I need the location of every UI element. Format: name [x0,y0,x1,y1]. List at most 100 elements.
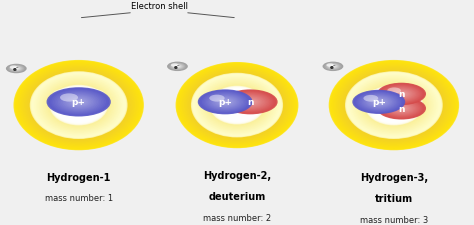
Circle shape [221,101,229,104]
Ellipse shape [34,75,124,137]
Ellipse shape [339,68,448,143]
Circle shape [378,84,425,105]
Ellipse shape [341,69,447,142]
Text: Hydrogen-2,: Hydrogen-2, [203,170,271,180]
Circle shape [359,93,399,111]
Circle shape [230,93,271,112]
Circle shape [207,94,243,110]
Ellipse shape [208,85,266,126]
Ellipse shape [356,79,432,132]
Ellipse shape [49,86,108,126]
Circle shape [202,92,248,113]
Ellipse shape [210,86,264,125]
Ellipse shape [186,70,288,141]
Ellipse shape [26,69,132,142]
Circle shape [77,102,80,103]
Ellipse shape [48,85,109,126]
Ellipse shape [375,93,413,119]
Ellipse shape [344,71,444,140]
Ellipse shape [181,66,293,145]
Ellipse shape [220,94,254,117]
Ellipse shape [59,92,98,119]
Circle shape [9,66,17,70]
Circle shape [397,107,406,111]
Ellipse shape [380,96,408,115]
Ellipse shape [65,97,92,115]
Ellipse shape [368,88,420,124]
Ellipse shape [350,75,438,136]
Ellipse shape [28,71,129,140]
Circle shape [171,64,184,70]
Ellipse shape [185,70,289,142]
Ellipse shape [360,82,428,129]
Ellipse shape [15,62,142,149]
Circle shape [51,90,106,115]
Ellipse shape [343,70,445,141]
Ellipse shape [392,104,396,107]
Circle shape [242,99,258,106]
Text: p+: p+ [218,98,232,107]
Circle shape [210,95,225,102]
Circle shape [398,93,405,96]
Ellipse shape [222,95,252,116]
Ellipse shape [77,104,80,107]
Ellipse shape [13,61,144,151]
Text: Hydrogen-1: Hydrogen-1 [46,172,111,182]
Text: p+: p+ [72,98,86,107]
Circle shape [368,98,389,107]
Ellipse shape [229,100,245,111]
Ellipse shape [48,84,109,127]
Circle shape [354,91,404,114]
Circle shape [55,92,103,113]
Ellipse shape [35,75,123,136]
Text: n: n [247,98,254,107]
Circle shape [213,97,237,108]
Circle shape [400,108,403,109]
Ellipse shape [392,104,395,107]
Ellipse shape [16,62,141,149]
Circle shape [199,91,251,114]
Ellipse shape [68,98,89,113]
Circle shape [227,92,273,113]
Ellipse shape [182,67,292,144]
Circle shape [397,92,406,97]
Ellipse shape [223,96,251,115]
Ellipse shape [195,76,279,135]
Ellipse shape [43,81,115,130]
Circle shape [370,98,388,107]
Ellipse shape [191,74,283,137]
Circle shape [237,96,264,109]
Circle shape [231,94,269,111]
Ellipse shape [196,77,278,135]
Circle shape [206,94,245,111]
Circle shape [387,102,416,115]
Ellipse shape [236,105,238,107]
Ellipse shape [235,104,239,107]
Circle shape [385,102,418,116]
Circle shape [371,99,387,106]
Circle shape [173,65,182,69]
Ellipse shape [196,77,278,134]
Circle shape [63,95,95,110]
Ellipse shape [361,83,428,129]
Ellipse shape [383,98,404,113]
Ellipse shape [44,81,114,130]
Ellipse shape [362,84,426,128]
Ellipse shape [204,83,270,129]
Ellipse shape [351,76,437,135]
Ellipse shape [386,100,402,111]
Ellipse shape [213,89,261,122]
Ellipse shape [184,69,290,143]
Ellipse shape [385,99,403,112]
Circle shape [12,68,20,71]
Circle shape [171,64,178,68]
Text: Electron shell: Electron shell [130,2,188,11]
Ellipse shape [58,92,99,120]
Circle shape [216,98,235,107]
Ellipse shape [50,86,107,125]
Ellipse shape [24,68,133,143]
Ellipse shape [387,101,401,110]
Ellipse shape [206,84,268,128]
Circle shape [374,100,384,105]
Circle shape [363,95,395,110]
